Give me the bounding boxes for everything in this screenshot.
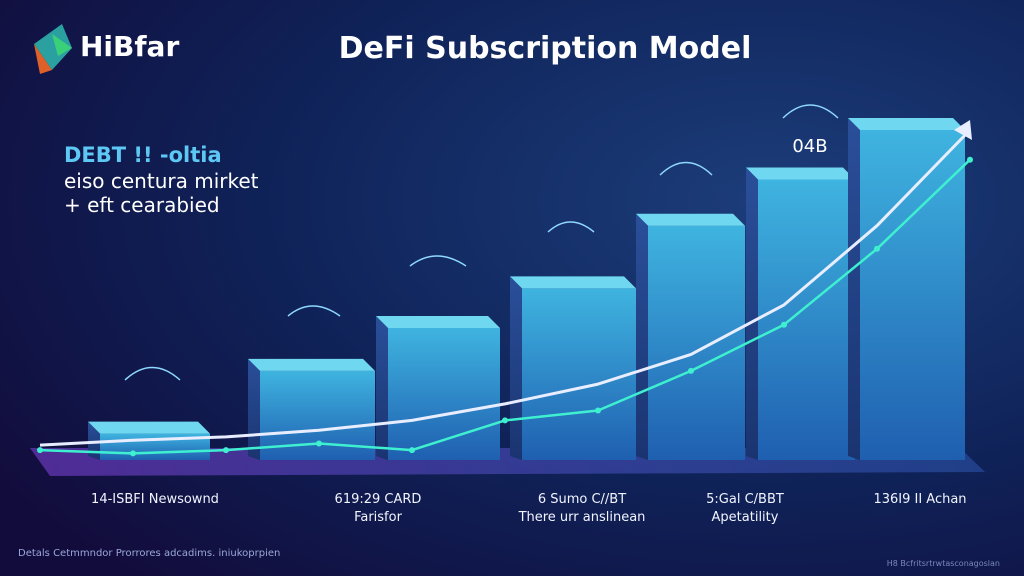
- trend-point: [409, 447, 415, 454]
- bar-side: [636, 213, 648, 460]
- bar-top: [376, 316, 500, 328]
- logo: [34, 24, 72, 74]
- bar-side: [376, 316, 388, 460]
- trend-point: [223, 447, 229, 454]
- annotation: + eft cearabied: [64, 193, 220, 217]
- category-label: Apetatility: [712, 510, 779, 525]
- trend-point: [316, 440, 322, 447]
- bar-side: [848, 118, 860, 460]
- trend-point: [502, 417, 508, 424]
- annotation: DEBT !! -oltia: [64, 143, 222, 167]
- bar-top: [248, 358, 375, 371]
- chart-title: DeFi Subscription Model: [339, 31, 752, 66]
- category-label: There urr anslinean: [518, 510, 646, 525]
- category-label: 6 Sumo C//BT: [538, 492, 626, 507]
- footer-left: Detals Cetmmndor Prorrores adcadims. ini…: [18, 548, 280, 559]
- bar-top: [636, 213, 745, 226]
- bar-top: [848, 118, 965, 130]
- bar-side: [746, 167, 758, 460]
- bar: [522, 288, 636, 460]
- bar-top: [510, 276, 636, 289]
- bar: [860, 130, 965, 460]
- trend-point: [130, 450, 136, 457]
- brand: HiBfar: [80, 30, 179, 63]
- bar-top: [88, 421, 210, 434]
- category-label: 5:Gal C/BBT: [706, 492, 784, 507]
- bar-side: [248, 358, 260, 460]
- top-label: 04B: [792, 136, 827, 157]
- icon-arcs: [124, 104, 839, 381]
- trend-point: [595, 407, 601, 414]
- category-label: 619:29 CARD: [335, 492, 422, 507]
- bar-side: [510, 276, 522, 460]
- category-label: Farisfor: [354, 510, 403, 525]
- bar-top: [746, 167, 855, 180]
- trend-point: [37, 447, 43, 454]
- trend-point: [781, 321, 787, 328]
- trend-point: [688, 367, 694, 374]
- trend-point: [967, 156, 973, 163]
- category-label: 136I9 II Achan: [873, 492, 966, 507]
- trend-point: [874, 245, 880, 252]
- bar: [648, 225, 745, 460]
- footer-right: H8 Bcfritsrtrwtasconagoslan: [887, 559, 1000, 568]
- bar: [758, 179, 855, 460]
- bar: [388, 328, 500, 460]
- trend-line: [39, 128, 972, 447]
- arrow-head: [954, 120, 972, 140]
- annotation: eiso centura mirket: [64, 169, 259, 193]
- category-label: 14-ISBFI Newsownd: [91, 492, 219, 507]
